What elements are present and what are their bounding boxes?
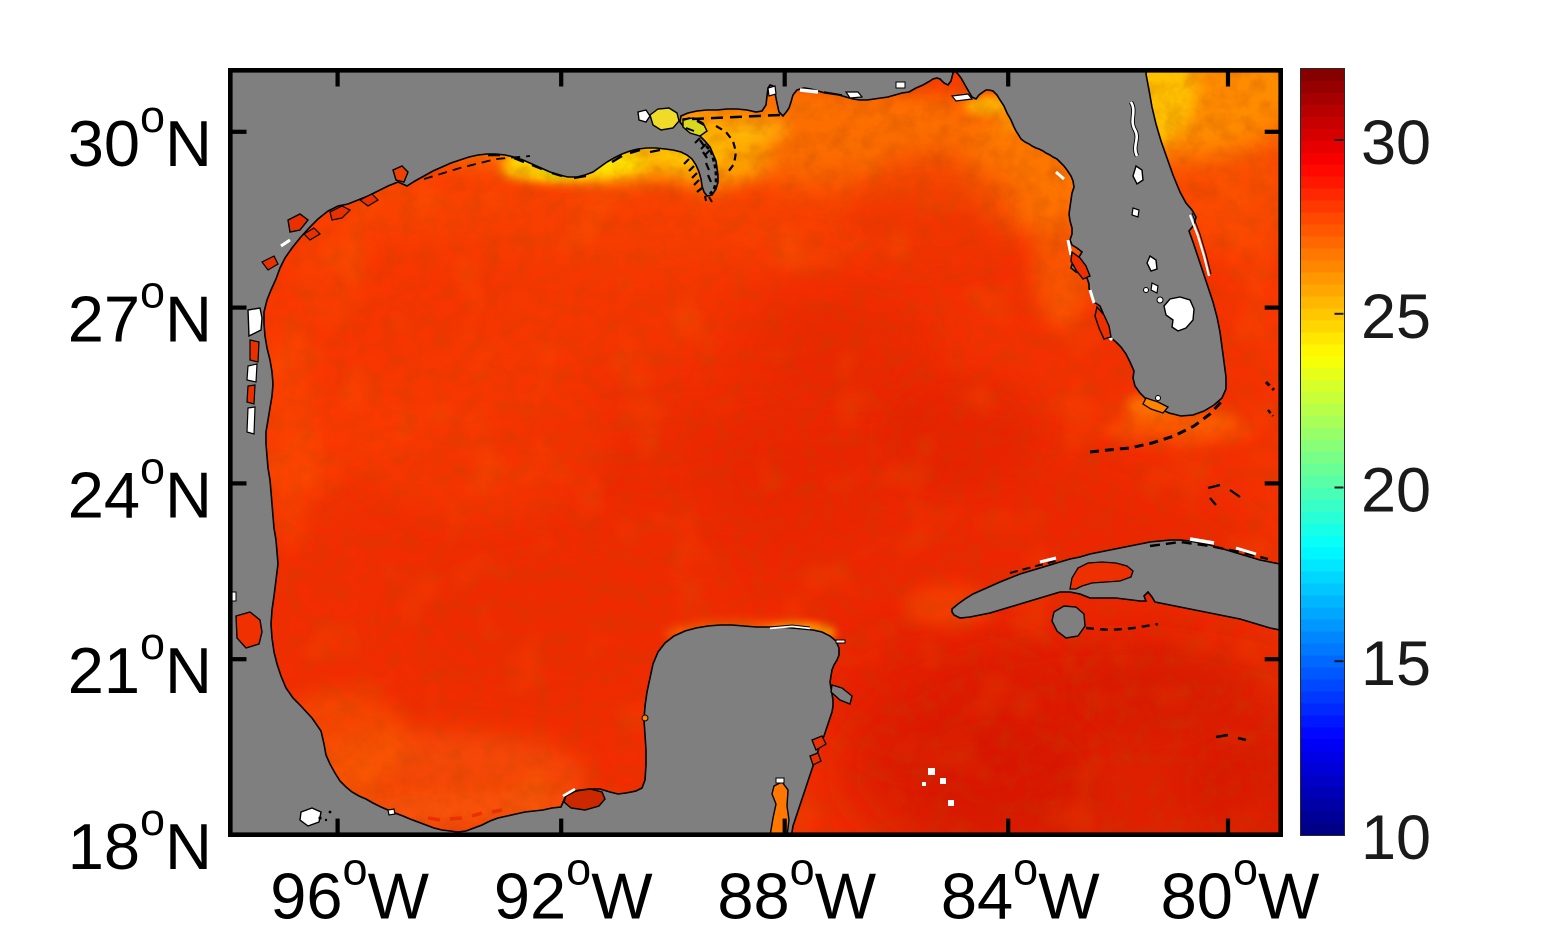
svg-text:15: 15	[1361, 629, 1431, 699]
svg-text:80oW: 80oW	[1161, 844, 1320, 933]
svg-text:24oN: 24oN	[68, 442, 212, 531]
svg-text:25: 25	[1361, 282, 1431, 352]
svg-text:88oW: 88oW	[717, 844, 876, 933]
svg-text:10: 10	[1361, 803, 1431, 873]
svg-text:84oW: 84oW	[941, 844, 1100, 933]
svg-text:96oW: 96oW	[270, 844, 429, 933]
svg-text:30oN: 30oN	[68, 91, 212, 180]
svg-text:30: 30	[1361, 108, 1431, 178]
svg-text:27oN: 27oN	[68, 267, 212, 356]
svg-text:92oW: 92oW	[494, 844, 653, 933]
svg-text:21oN: 21oN	[68, 618, 212, 707]
svg-text:18oN: 18oN	[68, 794, 212, 883]
svg-text:20: 20	[1361, 456, 1431, 526]
